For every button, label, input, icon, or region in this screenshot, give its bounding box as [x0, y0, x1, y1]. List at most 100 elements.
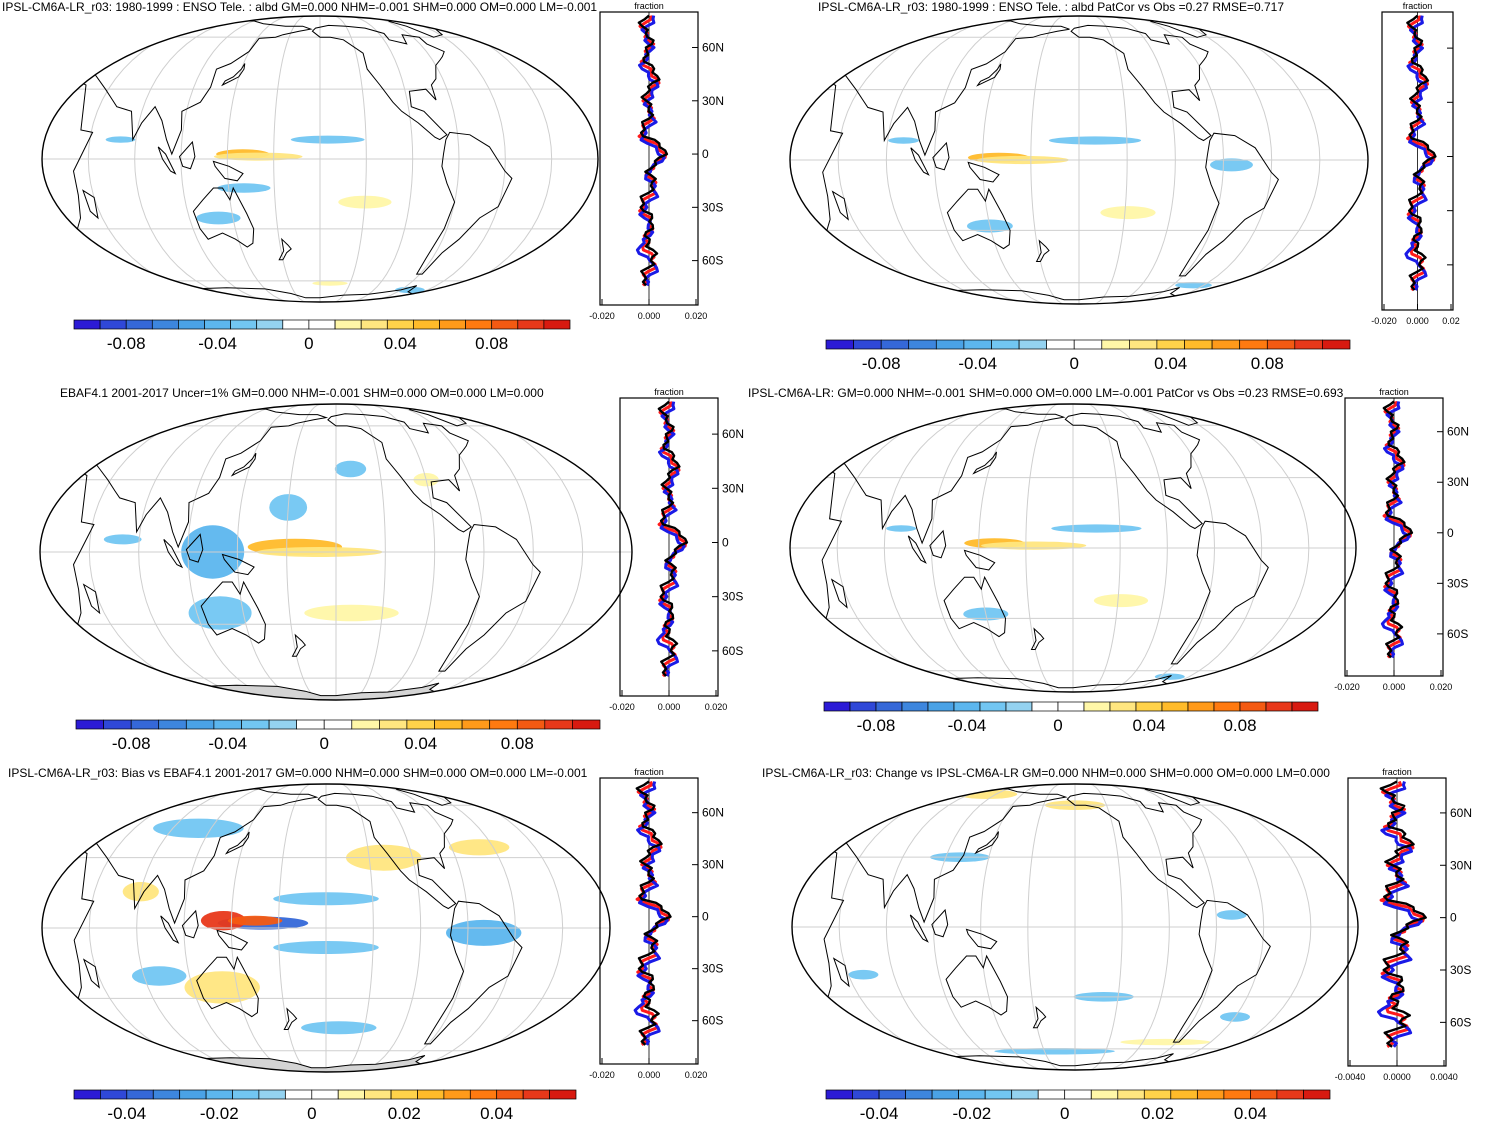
coastline-namerica	[1070, 24, 1212, 142]
world-map	[789, 15, 1369, 305]
colorbar-swatch	[213, 719, 242, 730]
lat-tick-label: 30N	[1447, 475, 1469, 489]
anomaly-region	[304, 604, 399, 622]
longitude-gridline	[183, 784, 283, 1072]
colorbar-swatch	[905, 1089, 933, 1100]
profile-curve-blue	[1404, 15, 1435, 291]
colorbar-swatch	[979, 701, 1007, 712]
coastline-australia	[945, 954, 1009, 1016]
profile-curve-black	[635, 780, 672, 1046]
colorbar: -0.08 -0.04 0 0.04 0.08	[823, 701, 1319, 735]
coastline-japan	[976, 63, 1002, 87]
colorbar-swatch	[1011, 1089, 1039, 1100]
coastline-ng	[221, 553, 255, 576]
coastline-madag	[82, 189, 99, 220]
coastline-samerica	[1178, 132, 1280, 277]
coastline-namerica	[1064, 412, 1203, 530]
colorbar-swatch	[125, 319, 153, 330]
lat-tick-label: 30S	[722, 590, 743, 604]
profile-curve-blue	[633, 781, 669, 1046]
colorbar-swatch	[931, 1089, 959, 1100]
anomaly-region	[1210, 158, 1253, 172]
colorbar-swatch	[496, 1089, 524, 1100]
profile-axis-label: fraction	[1379, 387, 1409, 397]
zonal-mean-profile: fraction 60N 30N 0 30S 60S -0.020 0.000 0.020	[609, 387, 744, 712]
anomaly-region	[334, 460, 367, 478]
longitude-gridline	[134, 16, 263, 302]
colorbar-tick-label: 0	[1053, 716, 1062, 735]
x-tick-label: -0.020	[589, 311, 615, 321]
colorbar-swatch	[1031, 701, 1059, 712]
coastline-madag	[82, 583, 101, 615]
colorbar-swatch	[379, 719, 408, 730]
colorbar-tick-label: -0.04	[860, 1104, 899, 1123]
map-border	[791, 783, 1359, 1071]
colorbar-tick-label: 0.08	[475, 334, 508, 353]
anomaly-region	[105, 136, 136, 143]
map-border	[789, 15, 1369, 305]
x-tick-label: -0.020	[1371, 316, 1397, 326]
longitude-gridline	[355, 784, 422, 1072]
panel-title: IPSL-CM6A-LR: GM=0.000 NHM=-0.001 SHM=0.…	[748, 386, 1344, 400]
x-tick-label: 0.000	[1406, 316, 1429, 326]
colorbar-tick-label: -0.08	[862, 354, 901, 373]
zonal-mean-profile: fraction 60N 30N 0 30S 60S -0.0040 0.0000 0.0040	[1335, 767, 1472, 1082]
colorbar: -0.08 -0.04 0 0.04 0.08	[75, 719, 601, 753]
zonal-mean-profile: fraction -0.020 0.000 0.02	[1371, 1, 1460, 326]
coastline-japan	[224, 831, 250, 855]
colorbar-swatch	[1156, 339, 1185, 350]
colorbar-swatch	[151, 319, 179, 330]
longitude-gridline	[1093, 16, 1128, 304]
coastline-samerica	[415, 131, 513, 275]
coastline-africa	[40, 464, 95, 636]
coastline-japan	[230, 452, 257, 477]
anomaly-region	[848, 969, 879, 980]
colorbar-swatch	[991, 339, 1020, 350]
coastline-madag	[832, 957, 850, 988]
coastline-australia	[200, 580, 266, 644]
colorbar-tick-label: 0.04	[1234, 1104, 1267, 1123]
longitude-gridline	[932, 784, 1032, 1070]
coastline-africa	[42, 842, 95, 1010]
x-tick-label: 0.0000	[1383, 1072, 1411, 1082]
coastline-namerica	[327, 413, 472, 533]
lat-tick-label: 30S	[1450, 963, 1471, 977]
coastline-sumatra	[909, 914, 929, 943]
anomaly-region	[103, 534, 142, 545]
colorbar-tick-label: 0	[304, 334, 313, 353]
coastline-borneo	[181, 909, 199, 939]
longitude-gridline	[381, 404, 485, 700]
colorbar-tick-label: 0.02	[388, 1104, 421, 1123]
anomaly-region	[153, 818, 244, 838]
colorbar-swatch	[439, 319, 466, 330]
lat-tick-label: 30N	[702, 94, 724, 108]
colorbar-swatch	[73, 1089, 101, 1100]
longitude-gridline	[236, 404, 306, 700]
panel-title: EBAF4.1 2001-2017 Uncer=1% GM=0.000 NHM=…	[60, 386, 544, 400]
colorbar-tick-label: 0.04	[480, 1104, 513, 1123]
colorbar-swatch	[1265, 701, 1293, 712]
colorbar-swatch	[256, 319, 284, 330]
anomaly-region	[1216, 910, 1247, 920]
lat-tick-label: 60N	[702, 41, 724, 55]
colorbar-swatch	[75, 719, 104, 730]
anomaly-region	[200, 911, 247, 931]
colorbar-tick-label: 0.04	[384, 334, 417, 353]
lat-tick-label: 60N	[722, 427, 744, 441]
profile-curve-black	[1382, 400, 1414, 659]
profile-curve-black	[1406, 14, 1437, 291]
lat-tick-label: 60S	[722, 644, 743, 658]
longitude-gridline	[138, 404, 276, 700]
lat-tick-label: 0	[1450, 911, 1457, 925]
colorbar-tick-label: -0.04	[958, 354, 997, 373]
colorbar-swatch	[958, 1089, 986, 1100]
x-tick-label: 0.000	[658, 702, 681, 712]
colorbar-swatch	[1083, 701, 1111, 712]
colorbar-swatch	[386, 319, 414, 330]
colorbar-swatch	[232, 1089, 260, 1100]
anomaly-region	[886, 525, 917, 532]
colorbar-swatch	[241, 719, 270, 730]
longitude-gridline	[1133, 784, 1265, 1070]
anomaly-region	[132, 966, 187, 986]
coastline-borneo	[931, 908, 949, 938]
